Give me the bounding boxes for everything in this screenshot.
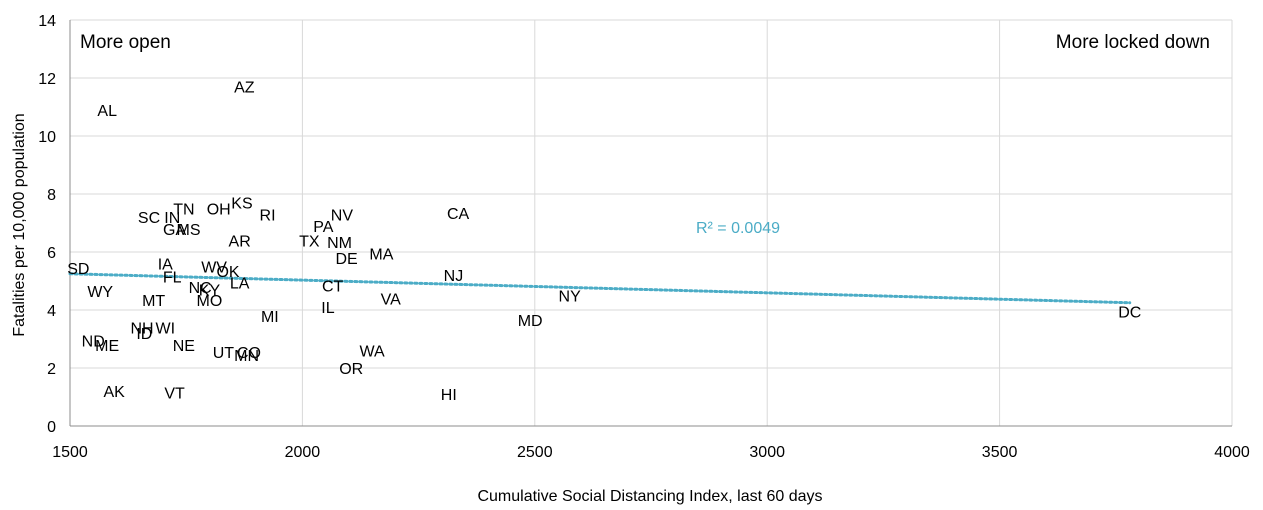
point-label-in: IN <box>164 210 180 227</box>
point-label-ut: UT <box>213 345 235 362</box>
point-label-sc: SC <box>138 210 160 227</box>
point-label-nj: NJ <box>444 268 464 285</box>
point-label-id: ID <box>136 326 152 343</box>
point-label-wv: WV <box>201 260 227 277</box>
point-label-hi: HI <box>441 387 457 404</box>
point-label-va: VA <box>381 291 401 308</box>
y-tick-label: 8 <box>47 187 56 204</box>
x-tick-label: 1500 <box>52 444 88 461</box>
point-label-or: OR <box>339 361 363 378</box>
point-label-mt: MT <box>142 293 165 310</box>
x-tick-label: 4000 <box>1214 444 1250 461</box>
axes <box>69 20 1232 427</box>
point-label-nc: NC <box>189 280 212 297</box>
x-tick-label: 3000 <box>749 444 785 461</box>
point-label-ri: RI <box>260 207 276 224</box>
point-label-co: CO <box>237 345 261 362</box>
point-label-ms: MS <box>177 222 201 239</box>
x-tick-label: 2500 <box>517 444 553 461</box>
point-label-tx: TX <box>299 233 320 250</box>
y-tick-label: 14 <box>38 13 56 30</box>
right-corner-annotation: More locked down <box>1056 32 1210 53</box>
point-label-me: ME <box>95 338 119 355</box>
y-tick-label: 10 <box>38 129 56 146</box>
point-label-fl: FL <box>163 270 182 287</box>
point-label-la: LA <box>230 275 250 292</box>
point-label-ma: MA <box>369 246 393 263</box>
point-label-vt: VT <box>164 386 185 403</box>
point-label-sd: SD <box>67 261 89 278</box>
point-label-dc: DC <box>1118 304 1141 321</box>
x-tick-labels: 1500 2000 2500 3000 3500 4000 <box>52 444 1250 461</box>
point-label-ak: AK <box>103 384 125 401</box>
point-label-ct: CT <box>322 278 344 295</box>
point-label-mn: MN <box>234 348 259 365</box>
point-label-nd: ND <box>82 333 105 350</box>
point-label-pa: PA <box>313 219 333 236</box>
point-label-ar: AR <box>229 233 251 250</box>
point-label-ca: CA <box>447 206 470 223</box>
point-label-mo: MO <box>197 293 223 310</box>
point-label-wy: WY <box>87 284 113 301</box>
point-label-ia: IA <box>158 257 173 274</box>
point-label-ny: NY <box>559 289 582 306</box>
point-label-de: DE <box>335 251 357 268</box>
y-tick-label: 4 <box>47 303 56 320</box>
point-label-mi: MI <box>261 309 279 326</box>
point-label-nv: NV <box>331 207 354 224</box>
point-label-wa: WA <box>360 344 386 361</box>
x-tick-label: 2000 <box>285 444 321 461</box>
trendline-path <box>68 272 1132 305</box>
y-tick-label: 0 <box>47 419 56 436</box>
point-label-ne: NE <box>173 338 195 355</box>
point-label-ok: OK <box>216 264 239 281</box>
point-label-tn: TN <box>173 202 194 219</box>
y-tick-label: 12 <box>38 71 56 88</box>
point-label-md: MD <box>518 313 543 330</box>
point-label-al: AL <box>97 103 117 120</box>
y-tick-label: 6 <box>47 245 56 262</box>
y-axis-title: Fatalities per 10,000 population <box>11 113 28 336</box>
point-label-wi: WI <box>156 320 176 337</box>
trendline <box>68 272 1132 305</box>
grid-lines <box>70 19 1233 426</box>
y-tick-labels: 0 2 4 6 8 10 12 14 <box>38 13 56 436</box>
y-tick-label: 2 <box>47 361 56 378</box>
point-label-nm: NM <box>327 235 352 252</box>
point-label-ky: KY <box>199 283 221 300</box>
x-axis-title: Cumulative Social Distancing Index, last… <box>477 488 822 505</box>
x-tick-label: 3500 <box>982 444 1018 461</box>
r-squared-annotation: R² = 0.0049 <box>696 220 780 237</box>
point-label-il: IL <box>321 300 334 317</box>
point-label-az: AZ <box>234 80 255 97</box>
point-label-ks: KS <box>231 196 252 213</box>
point-label-ga: GA <box>163 222 186 239</box>
point-label-nh: NH <box>130 320 153 337</box>
left-corner-annotation: More open <box>80 32 171 53</box>
point-label-oh: OH <box>207 202 231 219</box>
